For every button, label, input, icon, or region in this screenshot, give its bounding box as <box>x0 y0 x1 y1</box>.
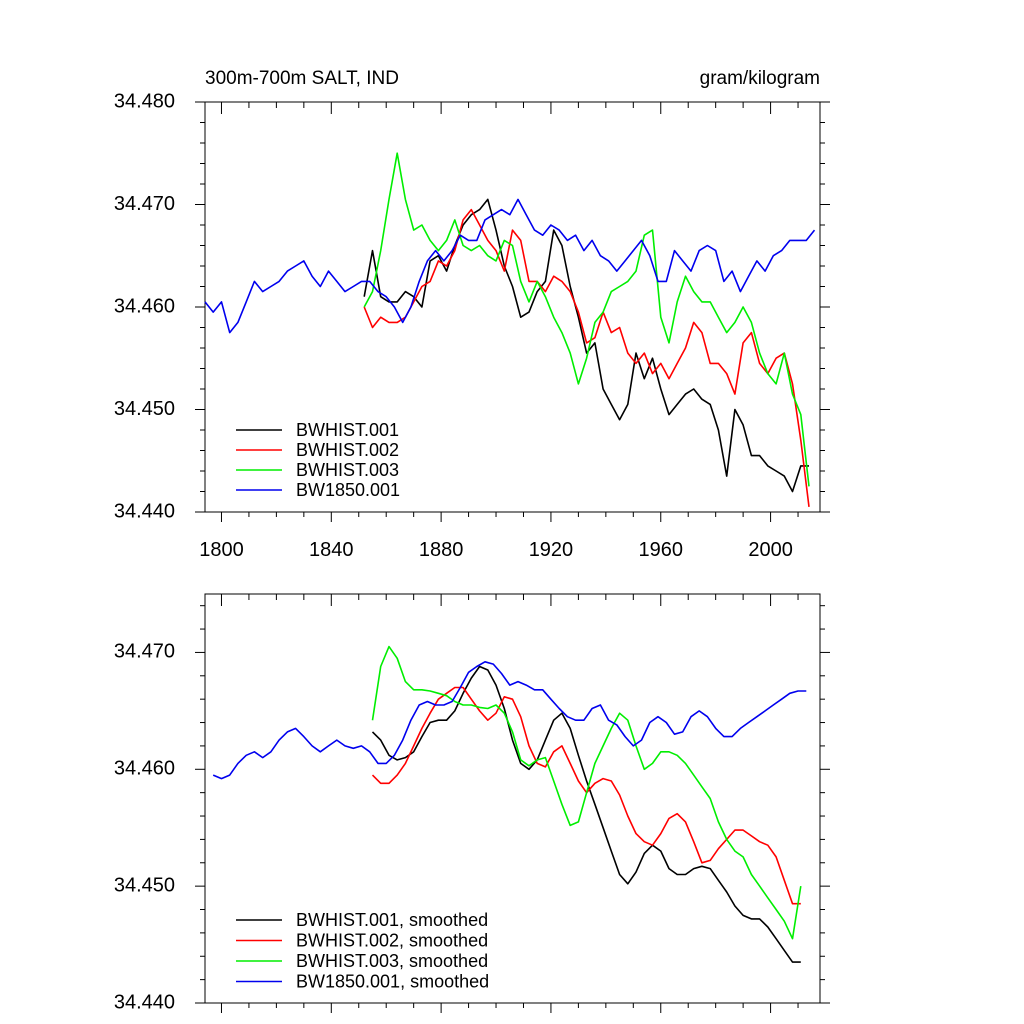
series-line-bwhist-003 <box>363 152 810 487</box>
y-tick-label: 34.460 <box>114 758 175 780</box>
y-tick-label: 34.470 <box>114 641 175 663</box>
chart-title: 300m-700m SALT, IND <box>205 68 399 89</box>
legend-label: BWHIST.002, smoothed <box>296 930 488 950</box>
bottom-panel: 34.440 34.450 34.460 34.470 BWHIST.001, smoo… <box>114 593 830 1013</box>
legend-label: BWHIST.002 <box>296 440 399 460</box>
y-tick-label: 34.460 <box>114 295 175 317</box>
top-panel: 1800 1840 1880 1920 1960 2000 34.440 34.450 34.4… <box>114 68 830 561</box>
x-tick-label: 1920 <box>529 539 574 561</box>
legend-label: BWHIST.001 <box>296 420 399 440</box>
y-tick-label: 34.450 <box>114 874 175 896</box>
legend-label: BWHIST.003, smoothed <box>296 951 488 971</box>
series-line-bwhist-001-smoothed <box>371 665 801 963</box>
y-tick-label: 34.450 <box>114 398 175 420</box>
legend-label: BW1850.001, smoothed <box>296 971 489 991</box>
y-tick-label: 34.480 <box>114 90 175 112</box>
plot-frame <box>204 593 821 1004</box>
series-line-bw1850-001-smoothed <box>212 660 807 780</box>
y-tick-label: 34.440 <box>114 500 175 522</box>
series-line-bwhist-003-smoothed <box>371 645 802 940</box>
series-line-bw1850-001 <box>204 198 816 334</box>
legend-label: BW1850.001 <box>296 480 400 500</box>
x-tick-label: 1960 <box>639 539 684 561</box>
x-tick-label: 1880 <box>419 539 464 561</box>
series-line-bwhist-002 <box>363 208 810 507</box>
x-tick-label: 1840 <box>309 539 354 561</box>
x-tick-label: 2000 <box>748 539 793 561</box>
x-tick-label: 1800 <box>199 539 244 561</box>
legend-label: BWHIST.001, smoothed <box>296 910 488 930</box>
y-tick-label: 34.440 <box>114 991 175 1013</box>
legend-label: BWHIST.003 <box>296 460 399 480</box>
units-label: gram/kilogram <box>700 68 820 89</box>
series-line-bwhist-001 <box>363 198 809 493</box>
y-tick-label: 34.470 <box>114 193 175 215</box>
